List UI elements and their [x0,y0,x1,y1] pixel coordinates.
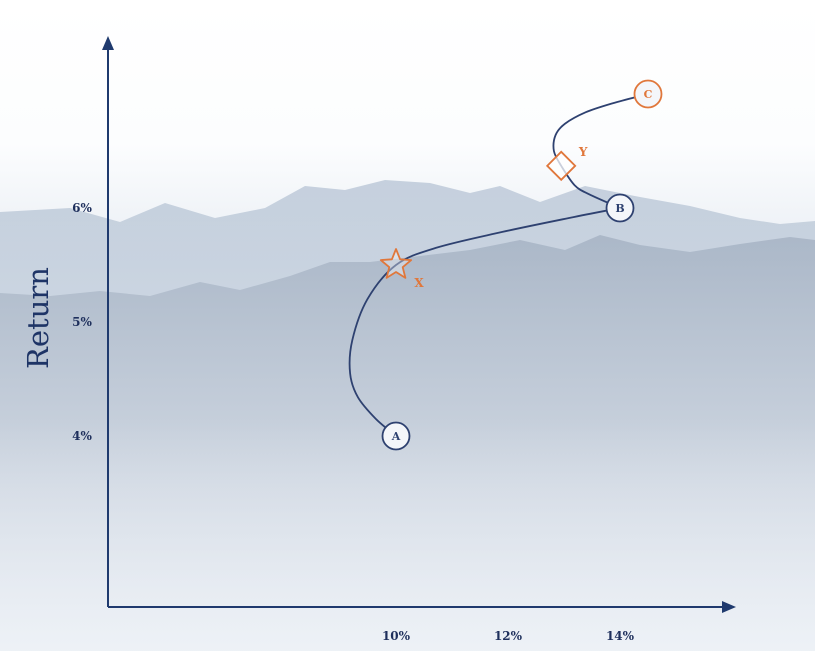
point-c-circle [633,79,663,109]
frontier-curve-2 [552,93,649,209]
marker-y-label: Y [578,145,588,159]
y-tick-label: 4% [72,429,92,443]
y-tick-label: 5% [72,315,92,329]
marker-y-diamond [545,150,577,182]
y-axis-title: Return [21,267,55,369]
axes: 10% 12% 14% 4% 5% 6% [72,36,736,643]
point-b-circle [605,193,635,223]
y-tick-label: 6% [72,201,92,215]
labeled-points: A B C [381,79,663,451]
x-tick-label: 14% [606,629,635,643]
point-c-label: C [644,88,653,101]
markers: XY [379,145,588,290]
marker-x-label: X [414,276,424,290]
frontier-curves [348,93,649,437]
fog-layer [0,420,815,651]
frontier-curve-1 [348,207,621,437]
point-b-label: B [615,202,624,215]
x-axis-arrowhead [722,601,736,613]
x-tick-label: 10% [382,629,411,643]
x-tick-label: 12% [494,629,523,643]
point-a-label: A [391,430,401,443]
point-a-circle [381,421,411,451]
y-axis-arrowhead [102,36,114,50]
marker-x-star [379,248,413,279]
